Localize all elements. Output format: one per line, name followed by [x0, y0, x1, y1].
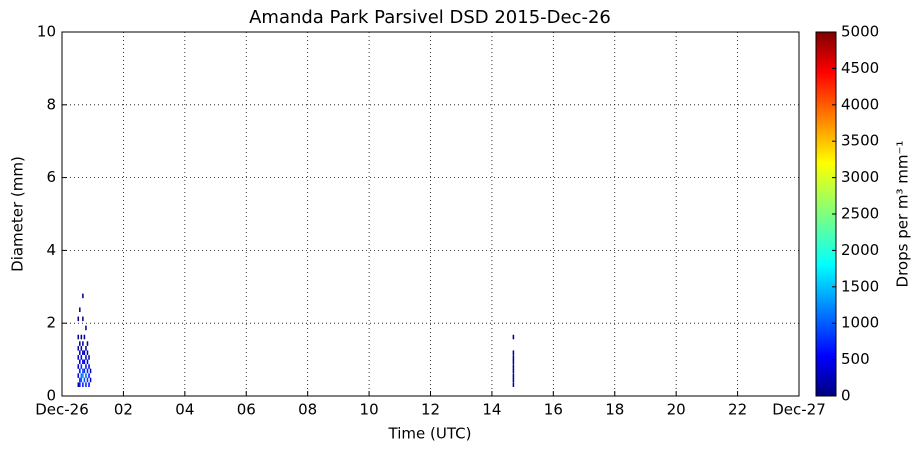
cell: [86, 341, 89, 346]
cell: [512, 350, 515, 355]
cell: [82, 368, 84, 374]
colorbar-tick-label: 500: [841, 350, 870, 368]
cell: [79, 377, 81, 383]
cell: [88, 355, 90, 360]
cell: [512, 355, 515, 360]
x-tick-label: 06: [237, 401, 256, 419]
cell: [77, 346, 80, 351]
cell: [83, 377, 86, 383]
cell: [83, 334, 86, 340]
y-axis-label: Diameter (mm): [9, 156, 27, 272]
cell: [89, 377, 92, 383]
y-tick-label: 6: [46, 168, 56, 186]
colorbar-tick-label: 4500: [841, 59, 879, 77]
cell: [85, 373, 87, 378]
cell: [80, 377, 83, 383]
y-tick-label: 0: [46, 387, 56, 405]
cell: [512, 368, 515, 374]
x-tick-label: 18: [605, 401, 624, 419]
cell: [88, 364, 90, 369]
cell: [80, 364, 83, 369]
x-tick-label: 10: [360, 401, 379, 419]
cell: [85, 355, 87, 360]
cell: [82, 373, 84, 378]
colorbar-tick-label: 2000: [841, 241, 879, 259]
cell: [79, 382, 81, 387]
cell: [89, 368, 92, 374]
cell: [82, 293, 84, 299]
cell: [79, 350, 81, 355]
cell: [512, 373, 515, 378]
cell: [80, 334, 83, 340]
x-tick-label: Dec-26: [35, 401, 89, 419]
x-tick-label: 04: [175, 401, 194, 419]
cell: [82, 341, 84, 346]
cell: [80, 355, 83, 360]
cell: [86, 359, 89, 365]
cell: [77, 364, 80, 369]
cell: [85, 325, 87, 331]
cell: [512, 382, 515, 387]
cell: [512, 334, 515, 340]
cell: [85, 364, 87, 369]
colorbar-tick-label: 2500: [841, 205, 879, 223]
cell: [83, 368, 86, 374]
colorbar-tick-label: 3500: [841, 132, 879, 150]
cell: [79, 307, 81, 313]
cell: [512, 377, 515, 383]
cell: [512, 359, 515, 365]
y-tick-label: 2: [46, 314, 56, 332]
cell: [79, 368, 81, 374]
x-tick-label: 20: [667, 401, 686, 419]
cell: [79, 341, 81, 346]
cell: [77, 334, 80, 340]
x-tick-label: 08: [298, 401, 317, 419]
cell: [85, 346, 87, 351]
cell: [82, 350, 84, 355]
x-tick-label: 02: [114, 401, 133, 419]
x-tick-label: Dec-27: [772, 401, 826, 419]
x-tick-label: 14: [482, 401, 501, 419]
cell: [512, 364, 515, 369]
cell: [83, 350, 86, 355]
x-axis-label: Time (UTC): [388, 425, 472, 443]
cell: [85, 382, 87, 387]
cell: [77, 382, 80, 387]
x-tick-label: 16: [544, 401, 563, 419]
cell: [80, 346, 83, 351]
x-tick-label: 12: [421, 401, 440, 419]
cell: [77, 355, 80, 360]
cell: [82, 382, 84, 387]
colorbar-tick-label: 1000: [841, 314, 879, 332]
cell: [80, 373, 83, 378]
plot-frame: [61, 31, 800, 397]
cell: [77, 373, 80, 378]
colorbar-tick-label: 0: [841, 387, 851, 405]
cell: [88, 382, 90, 387]
colorbar-label: Drops per m³ mm⁻¹: [894, 141, 912, 288]
cell: [82, 359, 84, 365]
cell: [83, 359, 86, 365]
cell: [86, 377, 89, 383]
y-tick-label: 10: [37, 23, 56, 41]
cell: [79, 359, 81, 365]
x-tick-label: 22: [728, 401, 747, 419]
chart-title: Amanda Park Parsivel DSD 2015-Dec-26: [249, 7, 611, 28]
cell: [77, 316, 80, 322]
cell: [82, 316, 84, 322]
y-tick-label: 8: [46, 95, 56, 113]
colorbar-tick-label: 1500: [841, 277, 879, 295]
cell: [86, 350, 89, 355]
colorbar-tick-label: 3000: [841, 168, 879, 186]
cell: [88, 373, 90, 378]
cell: [86, 368, 89, 374]
colorbar-tick-label: 4000: [841, 95, 879, 113]
colorbar-tick-label: 5000: [841, 23, 879, 41]
y-tick-label: 4: [46, 241, 56, 259]
